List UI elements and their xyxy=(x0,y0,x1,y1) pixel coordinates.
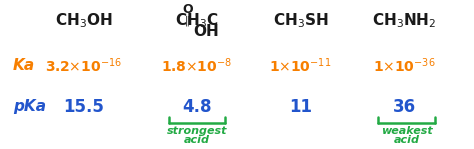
Text: acid: acid xyxy=(184,135,210,145)
Text: 3.2$\times$10$^{-16}$: 3.2$\times$10$^{-16}$ xyxy=(46,56,122,75)
Text: acid: acid xyxy=(393,135,419,145)
Text: strongest: strongest xyxy=(167,126,227,136)
Text: CH$_3$NH$_2$: CH$_3$NH$_2$ xyxy=(372,12,437,30)
Text: 11: 11 xyxy=(289,98,312,116)
Text: CH$_3$OH: CH$_3$OH xyxy=(55,12,113,30)
Text: 1$\times$10$^{-11}$: 1$\times$10$^{-11}$ xyxy=(269,56,332,75)
Text: OH: OH xyxy=(193,24,219,39)
Text: weakest: weakest xyxy=(381,126,432,136)
Text: 1.8$\times$10$^{-8}$: 1.8$\times$10$^{-8}$ xyxy=(162,56,232,75)
Text: CH$_3$C: CH$_3$C xyxy=(175,12,219,30)
Text: ‖: ‖ xyxy=(185,16,190,26)
Text: 1$\times$10$^{-36}$: 1$\times$10$^{-36}$ xyxy=(373,56,436,75)
Text: O: O xyxy=(182,3,193,16)
Text: 15.5: 15.5 xyxy=(64,98,104,116)
Text: 36: 36 xyxy=(393,98,416,116)
Text: CH$_3$SH: CH$_3$SH xyxy=(273,12,328,30)
Text: pKa: pKa xyxy=(13,99,46,114)
Text: 4.8: 4.8 xyxy=(182,98,212,116)
Text: Ka: Ka xyxy=(13,58,35,73)
